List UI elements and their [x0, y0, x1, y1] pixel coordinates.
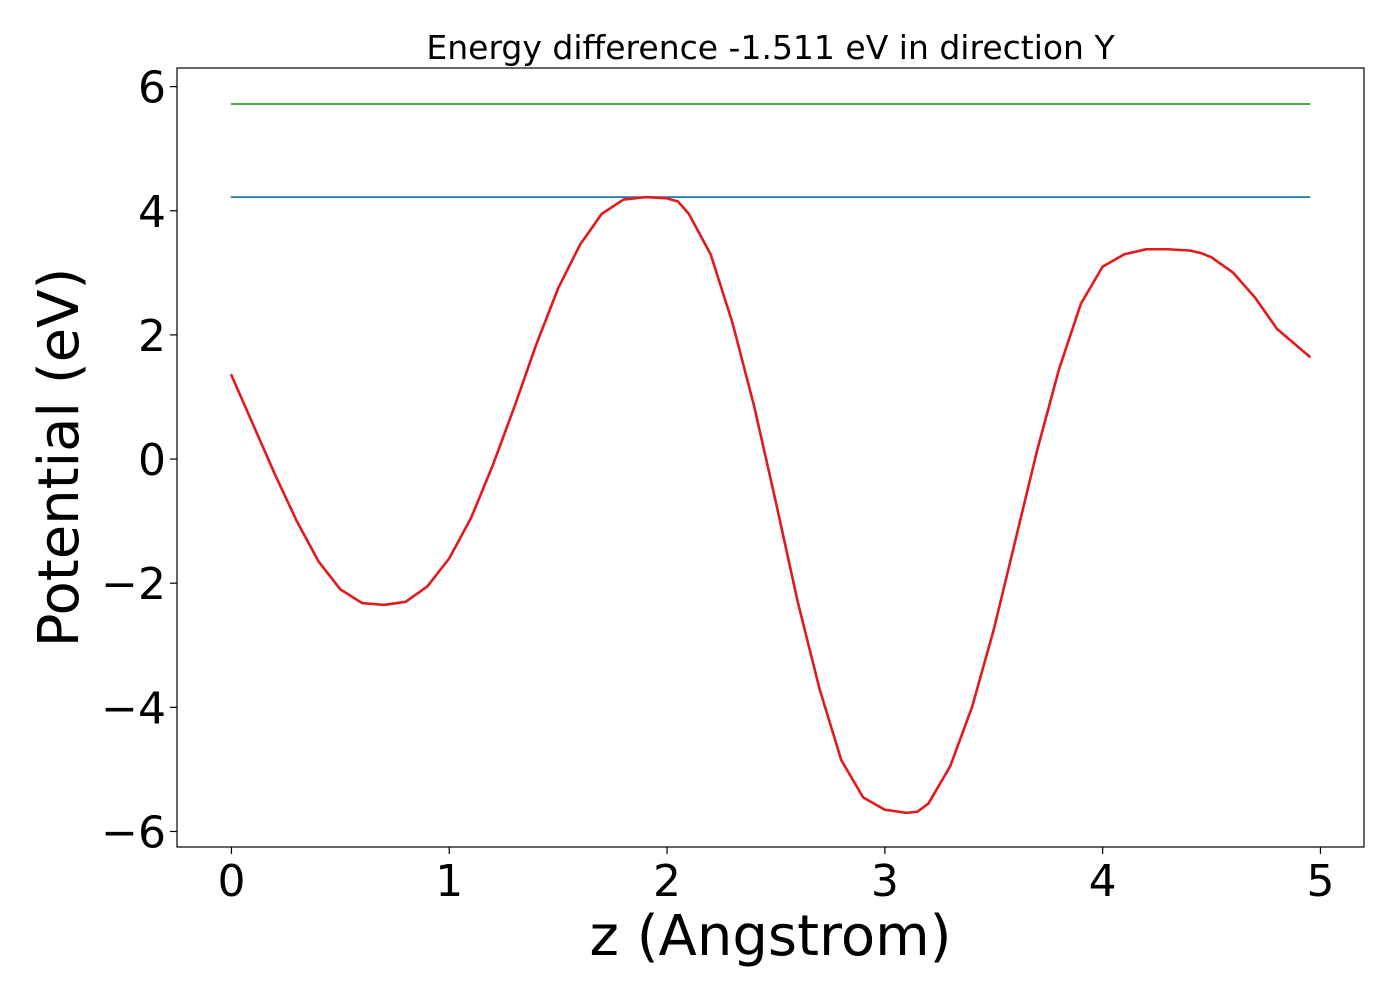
y-tick-label: 0	[138, 435, 166, 486]
series-line-3	[230, 195, 1311, 815]
axis-ticks: 0 1 2 3 4 5 6 4 2 0 −2 −4 −6	[101, 63, 1334, 907]
x-axis-title: z (Angstrom)	[590, 904, 952, 969]
y-tick-label: −6	[101, 807, 166, 858]
x-tick-label: 3	[871, 856, 899, 907]
y-tick-label: 2	[138, 311, 166, 362]
y-tick-label: −4	[101, 683, 166, 734]
chart-title: Energy difference -1.511 eV in direction…	[426, 28, 1115, 67]
y-tick-label: 4	[138, 187, 166, 238]
x-tick-label: 0	[217, 856, 245, 907]
x-tick-label: 1	[435, 856, 463, 907]
y-tick-label: −2	[101, 559, 166, 610]
plot-frame	[176, 67, 1365, 848]
x-tick-label: 4	[1089, 856, 1117, 907]
y-axis-title: Potential (eV)	[27, 268, 92, 648]
y-tick-label: 6	[138, 63, 166, 114]
x-tick-label: 2	[653, 856, 681, 907]
plot-area	[230, 103, 1311, 815]
x-tick-label: 5	[1306, 856, 1334, 907]
